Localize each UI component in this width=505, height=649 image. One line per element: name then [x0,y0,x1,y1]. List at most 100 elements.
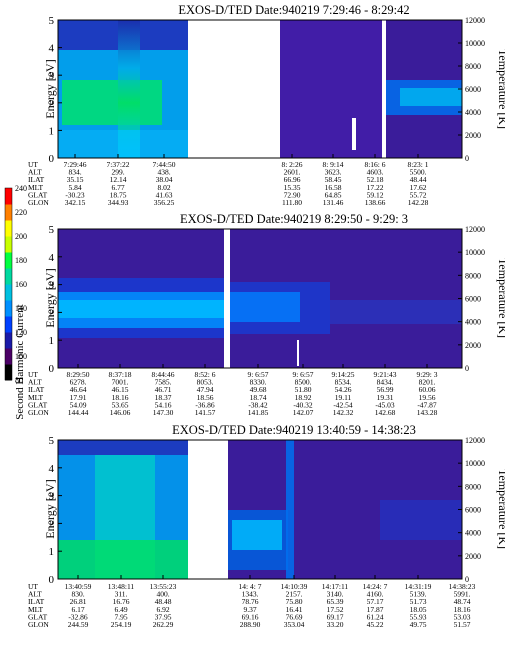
table-cell: 76.69 [286,612,303,621]
panel-1-title: EXOS-D/TED Date:940219 7:29:46 - 8:29:42 [178,3,409,17]
table-cell: 59.12 [367,190,384,199]
colorbar-block [5,300,12,317]
table-row-label: ALT [28,168,42,177]
table-cell: 58.45 [325,175,342,184]
y-right-tick-label: 0 [465,575,469,584]
table-cell: 7:29:46 [64,160,87,169]
table-cell: 8330. [250,378,267,387]
table-cell: 51.73 [410,597,427,606]
table-cell: 142.68 [375,408,396,417]
y-tick-label: 1 [49,546,55,558]
panel-2-segment-b-band [230,292,300,322]
table-cell: 6278. [70,378,87,387]
table-cell: 142.28 [408,198,429,207]
table-cell: 49.68 [250,385,267,394]
table-row-label: GLAT [28,400,48,409]
panel-3-segment-b-spike [286,440,294,579]
table-cell: -45.03 [375,400,395,409]
table-cell: 143.28 [417,408,438,417]
table-cell: 5500. [410,168,427,177]
colorbar-tick-label: 120 [15,328,27,337]
table-cell: 48.48 [155,597,172,606]
table-row-label: MLT [28,393,44,402]
table-cell: 60.06 [419,385,436,394]
y-tick-label: 5 [49,15,55,27]
table-cell: 353.04 [284,620,305,629]
colorbar-tick-label: 160 [15,280,27,289]
panel-1-segment-a-spike [118,20,140,158]
colorbar-frame [4,187,13,381]
table-row-label: MLT [28,605,44,614]
table-row-label: GLAT [28,612,48,621]
y-right-tick-label: 6000 [465,295,481,304]
panel-3-segment-b-tail [380,500,462,540]
table-cell: 16.58 [325,183,342,192]
table-cell: 9: 6:57 [292,370,313,379]
table-cell: 141.57 [195,408,216,417]
table-cell: -38.42 [248,400,268,409]
colorbar: 80 100 120 140 160 180 200 220 240 Second Harmon… [4,184,27,420]
y-right-tick-label: 2000 [465,341,481,350]
table-cell: 46.64 [70,385,87,394]
table-row-label: ILAT [28,175,45,184]
table-cell: -30.23 [65,190,85,199]
table-cell: 18.56 [197,393,214,402]
table-cell: 8434. [377,378,394,387]
table-cell: 64.85 [325,190,342,199]
table-cell: 141.85 [248,408,269,417]
y-tick-label: 0 [49,363,55,375]
colorbar-tick-label: 140 [15,304,27,313]
table-cell: 69.17 [327,612,344,621]
panel-2-segment-b-marker [297,340,299,366]
table-cell: 8:52: 6 [194,370,215,379]
panel-3-title: EXOS-D/TED Date:940219 13:40:59 - 14:38:… [172,423,416,437]
table-cell: 244.59 [68,620,89,629]
colorbar-block [5,284,12,301]
table-cell: 356.25 [154,198,175,207]
y-tick-label: 1 [49,125,55,137]
panel-1-segment-b-marker [352,118,356,150]
table-cell: 9:29: 3 [416,370,437,379]
y-tick-label: 2 [49,518,55,530]
table-cell: 830. [71,590,84,599]
table-cell: 9:21:43 [374,370,397,379]
table-cell: 142.32 [333,408,354,417]
y-right-tick-label: 4000 [465,529,481,538]
table-cell: 51.80 [295,385,312,394]
table-cell: 9.37 [243,605,256,614]
table-cell: 7585. [155,378,172,387]
panel-3-segment-a-low [58,540,188,579]
table-cell: 26.81 [70,597,87,606]
table-row-label: ILAT [28,597,45,606]
table-cell: 18.37 [155,393,172,402]
panel-1-segment-a-core [62,80,162,125]
table-cell: 18.92 [295,393,312,402]
table-cell: -47.87 [417,400,437,409]
y-tick-label: 4 [49,463,55,475]
table-cell: 13:55:23 [150,582,177,591]
table-cell: 75.80 [286,597,303,606]
y-tick-label: 0 [49,153,55,165]
table-cell: -32.86 [68,612,88,621]
table-cell: 17.62 [410,183,427,192]
colorbar-block [5,236,12,253]
table-cell: 400. [156,590,169,599]
table-cell: 13:40:59 [65,582,92,591]
colorbar-label: Second Harmonic Current [14,304,26,419]
table-cell: 46.15 [112,385,129,394]
table-cell: 53.03 [454,612,471,621]
table-cell: 8053. [197,378,214,387]
table-cell: 131.46 [323,198,344,207]
y-right-tick-label: 10000 [465,248,485,257]
panel-2-ylabel-right: Temperature [K] [496,258,505,338]
table-cell: 138.66 [365,198,386,207]
table-cell: 344.93 [108,198,129,207]
table-cell: 55.72 [410,190,427,199]
table-cell: 144.44 [68,408,89,417]
table-cell: 49.75 [410,620,427,629]
table-cell: 5991. [454,590,471,599]
table-cell: 111.80 [282,198,302,207]
colorbar-block [5,332,12,349]
table-cell: 6.17 [71,605,84,614]
